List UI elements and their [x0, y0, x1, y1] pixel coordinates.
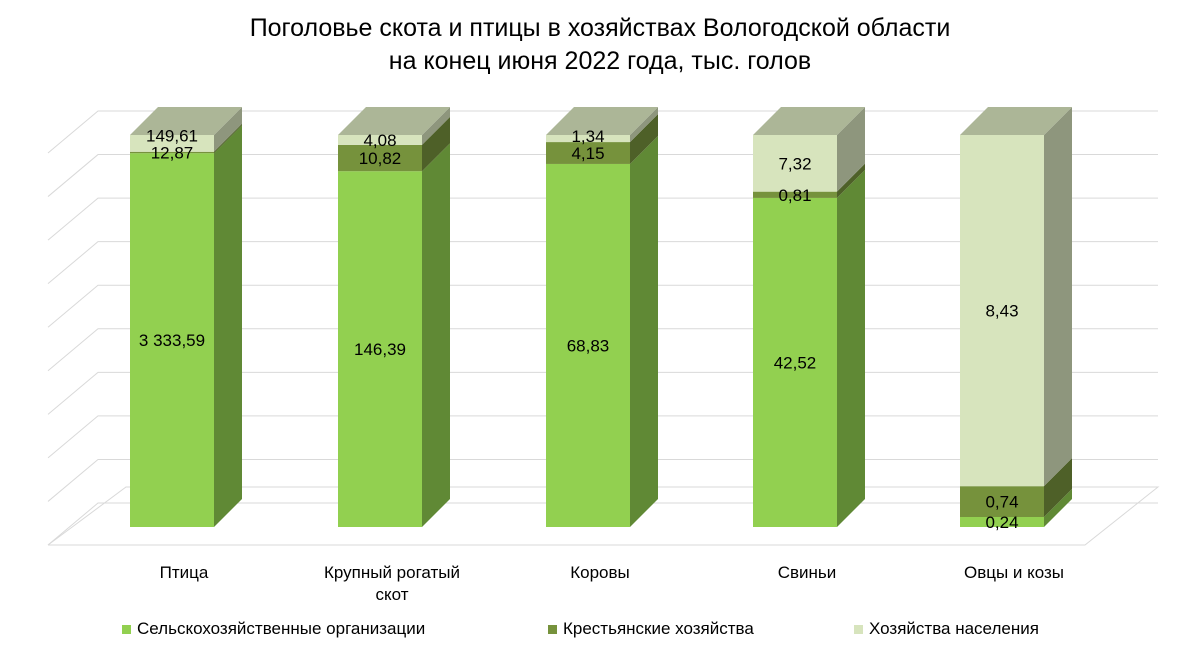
legend-item: Крестьянские хозяйства — [548, 619, 754, 639]
legend-swatch — [854, 624, 863, 634]
bar-top — [546, 107, 658, 135]
bar-side — [1044, 107, 1072, 487]
bar-top — [960, 107, 1072, 135]
category-label: Крупный рогатый — [324, 563, 460, 582]
bar-side — [837, 163, 865, 198]
data-label: 10,82 — [359, 149, 402, 168]
data-label: 149,61 — [146, 126, 198, 145]
bar-side — [214, 123, 242, 154]
data-label: 0,74 — [985, 493, 1018, 512]
bar-side — [422, 116, 450, 172]
bar-segment — [753, 163, 865, 198]
bar-top — [753, 107, 865, 135]
bar-side — [1044, 489, 1072, 527]
legend-item: Сельскохозяйственные организации — [122, 619, 425, 639]
bar-segment — [130, 125, 242, 528]
bar-front — [960, 486, 1044, 518]
bar-segment — [130, 123, 242, 154]
category-label: Свиньи — [778, 563, 837, 582]
bars — [130, 107, 1072, 528]
bar-front — [130, 135, 214, 152]
bar-segment — [546, 107, 658, 143]
bar-segment — [338, 107, 450, 145]
data-label: 0,81 — [778, 186, 811, 205]
bar-top — [338, 107, 450, 135]
category-label: Птица — [160, 563, 209, 582]
bar-front — [338, 135, 422, 145]
bar-front — [338, 144, 422, 172]
bar-side — [214, 125, 242, 528]
bar-front — [753, 191, 837, 198]
bar-front — [753, 197, 837, 528]
bar-side — [630, 135, 658, 527]
bar-front — [546, 142, 630, 164]
data-label: 68,83 — [567, 336, 610, 355]
bar-side — [1044, 458, 1072, 518]
data-label: 3 333,59 — [139, 331, 205, 350]
category-label: скот — [376, 585, 409, 604]
category-label: Овцы и козы — [964, 563, 1064, 582]
data-label: 146,39 — [354, 340, 406, 359]
data-label: 8,43 — [985, 302, 1018, 321]
legend: Сельскохозяйственные организации Крестьян… — [0, 619, 1200, 645]
data-label: 0,24 — [985, 513, 1018, 532]
legend-label: Сельскохозяйственные организации — [137, 619, 426, 638]
bar-side — [630, 114, 658, 164]
data-label: 7,32 — [778, 154, 811, 173]
bar-top — [130, 107, 242, 135]
bar-segment — [546, 114, 658, 164]
bar-side — [214, 107, 242, 152]
bar-front — [960, 135, 1044, 487]
bar-front — [130, 151, 214, 154]
legend-swatch — [548, 624, 557, 634]
bar-segment — [753, 107, 865, 192]
chart-title-line-1: Поголовье скота и птицы в хозяйствах Вол… — [249, 14, 951, 42]
bar-segment — [338, 116, 450, 172]
bar-side — [630, 107, 658, 143]
bar-side — [422, 143, 450, 528]
bar-front — [130, 153, 214, 528]
bar-front — [338, 171, 422, 528]
bar-segment — [960, 458, 1072, 518]
legend-swatch — [122, 624, 131, 634]
bar-front — [546, 163, 630, 527]
category-label: Коровы — [570, 563, 630, 582]
data-label: 12,87 — [151, 143, 194, 162]
legend-item: Хозяйства населения — [854, 619, 1039, 639]
bar-side — [837, 169, 865, 528]
chart-floor — [47, 486, 1160, 546]
bar-segment — [546, 135, 658, 527]
bar-segment — [338, 143, 450, 528]
bar-segment — [130, 107, 242, 152]
data-label: 4,08 — [363, 131, 396, 150]
bar-segment — [753, 169, 865, 528]
chart-title-line-2: на конец июня 2022 года, тыс. голов — [388, 47, 812, 75]
data-label: 42,52 — [774, 353, 817, 372]
bar-front — [960, 517, 1044, 527]
bar-segment — [960, 489, 1072, 527]
data-label: 1,34 — [571, 127, 604, 146]
bar-front — [546, 135, 630, 143]
data-label: 4,15 — [571, 144, 604, 163]
bar-segment — [960, 107, 1072, 487]
bar-side — [837, 107, 865, 192]
bar-front — [753, 135, 837, 192]
legend-label: Крестьянские хозяйства — [563, 619, 754, 638]
category-labels: Птица Крупный рогатый скот Коровы Свиньи Овцы… — [160, 563, 1064, 604]
bar-side — [422, 107, 450, 145]
legend-label: Хозяйства населения — [869, 619, 1039, 638]
